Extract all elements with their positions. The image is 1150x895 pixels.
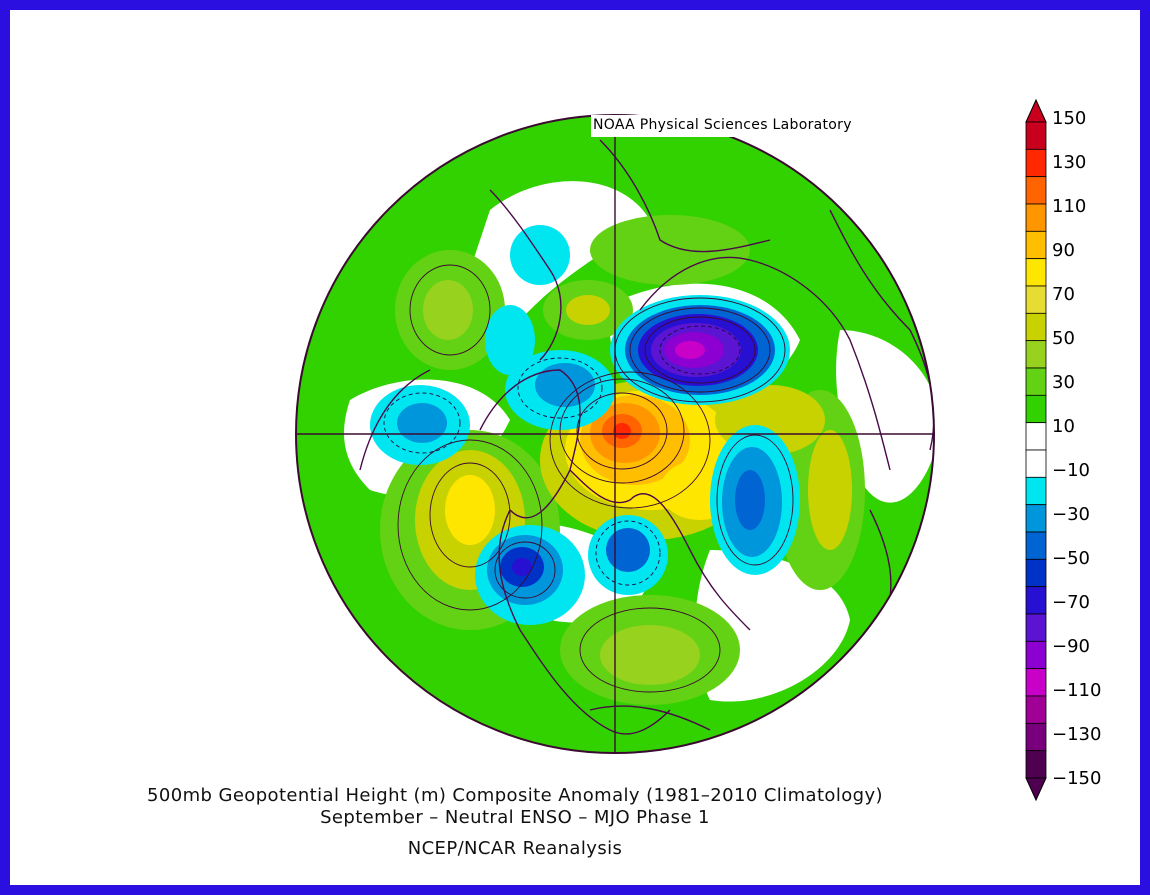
plot-frame: NOAA Physical Sciences Laboratory 500mb … xyxy=(10,10,1140,885)
colorbar-tick-label: −70 xyxy=(1052,592,1090,613)
colorbar-swatch xyxy=(1025,148,1047,178)
colorbar-tick-label: 30 xyxy=(1052,372,1075,393)
colorbar-swatch xyxy=(1025,176,1047,205)
colorbar-tick-label: 150 xyxy=(1052,108,1087,129)
colorbar-swatch xyxy=(1025,285,1047,314)
colorbar-swatch xyxy=(1025,640,1047,670)
colorbar-swatch xyxy=(1025,531,1047,560)
colorbar-tick-label: 10 xyxy=(1052,416,1075,437)
colorbar-swatch xyxy=(1025,367,1047,396)
chart-title: 500mb Geopotential Height (m) Composite … xyxy=(147,785,883,806)
colorbar-tick-label: −90 xyxy=(1052,636,1090,657)
colorbar-tick-label: −50 xyxy=(1052,548,1090,569)
colorbar-swatch xyxy=(1025,476,1047,506)
colorbar-tick-label: −30 xyxy=(1052,504,1090,525)
colorbar-tick-label: −130 xyxy=(1052,724,1102,745)
colorbar-swatch xyxy=(1025,722,1047,752)
graticule xyxy=(296,115,934,753)
colorbar-tick-label: 90 xyxy=(1052,240,1075,261)
colorbar-arrow-bottom xyxy=(1025,777,1047,802)
anomaly-field xyxy=(296,115,934,753)
colorbar-swatch xyxy=(1025,558,1047,588)
credit-background xyxy=(591,115,931,137)
colorbar-swatch xyxy=(1025,258,1047,287)
colorbar-arrow-top xyxy=(1025,98,1047,123)
colorbar-tick-label: 70 xyxy=(1052,284,1075,305)
colorbar-tick-label: 130 xyxy=(1052,152,1087,173)
colorbar-swatch xyxy=(1025,586,1047,615)
colorbar-tick-label: 110 xyxy=(1052,196,1087,217)
colorbar-swatch xyxy=(1025,422,1047,451)
colorbar-swatch xyxy=(1025,340,1047,369)
polar-map xyxy=(295,98,1047,802)
colorbar-tick-label: −110 xyxy=(1052,680,1102,701)
colorbar-swatch xyxy=(1025,121,1047,150)
colorbar-swatch xyxy=(1025,312,1047,342)
colorbar-swatch xyxy=(1025,230,1047,260)
colorbar-swatch xyxy=(1025,750,1047,779)
colorbar xyxy=(1025,98,1047,802)
colorbar-swatch xyxy=(1025,504,1047,533)
colorbar-swatch xyxy=(1025,449,1047,478)
colorbar-swatch xyxy=(1025,613,1047,642)
credit-label: NOAA Physical Sciences Laboratory xyxy=(593,117,852,133)
colorbar-tick-label: −10 xyxy=(1052,460,1090,481)
colorbar-swatch xyxy=(1025,695,1047,724)
colorbar-swatch xyxy=(1025,203,1047,232)
colorbar-swatch xyxy=(1025,394,1047,424)
chart-subtitle: September – Neutral ENSO – MJO Phase 1 xyxy=(320,807,710,828)
colorbar-tick-label: −150 xyxy=(1052,768,1102,789)
colorbar-swatch xyxy=(1025,668,1047,697)
data-source: NCEP/NCAR Reanalysis xyxy=(407,838,623,859)
colorbar-tick-label: 50 xyxy=(1052,328,1075,349)
